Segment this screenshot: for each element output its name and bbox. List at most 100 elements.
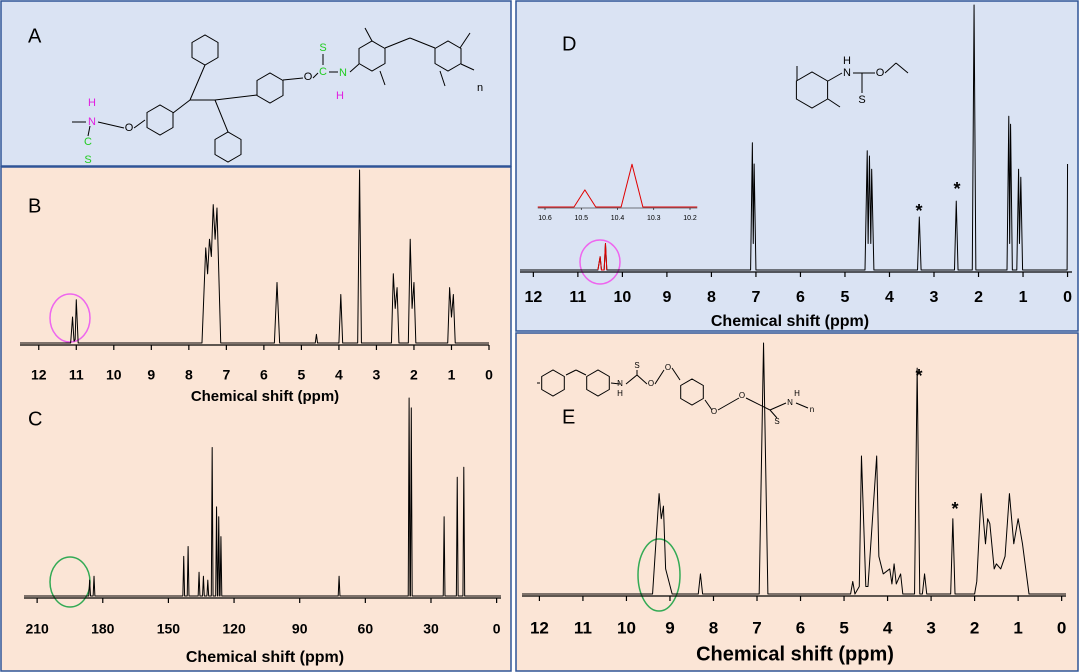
atom-label: N (339, 67, 347, 79)
x-tick-label: 150 (157, 621, 181, 637)
x-tick-label: 11 (69, 367, 84, 383)
x-tick-label: 4 (885, 289, 894, 306)
x-tick-label: 10.5 (574, 215, 588, 222)
structures (72, 27, 909, 419)
x-tick-label: 12 (524, 289, 542, 306)
atom-label: S (84, 154, 91, 166)
atom-label: n (477, 82, 483, 94)
x-tick-label: 7 (751, 289, 760, 306)
x-axis-label: Chemical shift (ppm) (191, 388, 339, 405)
panel-label: B (28, 195, 41, 217)
annotation: * (953, 179, 960, 199)
bond (379, 70, 386, 86)
bond (827, 72, 843, 82)
atom-label: O (876, 67, 885, 79)
x-tick-label: 1 (1013, 618, 1022, 637)
ring (680, 378, 704, 406)
atom-label: N (617, 379, 623, 388)
panel-label: A (28, 25, 42, 47)
atom-label: S (858, 94, 865, 106)
atom-label: N (787, 398, 793, 407)
bond (214, 94, 258, 101)
x-tick-label: 210 (25, 621, 49, 637)
x-tick-label: 30 (423, 621, 439, 637)
bond (282, 77, 304, 81)
atom-label: O (125, 122, 134, 134)
bond (460, 63, 475, 71)
bond (769, 402, 787, 411)
bond (717, 397, 740, 411)
atom-label: O (739, 391, 745, 400)
x-tick-label: 2 (970, 618, 979, 637)
x-tick-label: 12 (530, 618, 549, 637)
x-tick-label: 6 (796, 289, 805, 306)
atom-label: H (336, 90, 344, 102)
atom-label: H (794, 389, 800, 398)
x-axis-label: Chemical shift (ppm) (186, 649, 344, 666)
x-tick-label: 3 (930, 289, 939, 306)
x-axis-label: Chemical shift (ppm) (696, 643, 894, 665)
x-tick-label: 4 (335, 367, 343, 383)
x-tick-label: 10 (106, 367, 122, 383)
bond (769, 409, 778, 419)
bond (654, 369, 665, 385)
spectrum-line (24, 397, 501, 597)
x-tick-label: 6 (796, 618, 805, 637)
panel-label: E (562, 406, 575, 428)
panel-a-bg (0, 0, 512, 167)
bond (384, 37, 411, 49)
x-tick-label: 10.2 (683, 215, 697, 222)
x-tick-label: 10.4 (611, 215, 625, 222)
x-tick-label: 11 (569, 289, 586, 306)
spectrum-line (597, 243, 608, 271)
bond (459, 32, 471, 49)
ring (434, 40, 462, 72)
x-tick-label: 10.6 (538, 215, 552, 222)
panel-label: C (28, 408, 42, 430)
atom-label: N (88, 116, 96, 128)
x-tick-label: 10 (613, 289, 631, 306)
x-axis-label: Chemical shift (ppm) (711, 313, 869, 330)
x-tick-label: 1 (448, 367, 456, 383)
atom-label: H (88, 97, 96, 109)
x-tick-label: 2 (410, 367, 418, 383)
atom-label: O (665, 363, 671, 372)
bond (795, 402, 809, 409)
highlight-ellipse (49, 293, 91, 343)
atom-label: O (711, 407, 717, 416)
x-tick-label: 5 (298, 367, 306, 383)
bond (349, 63, 360, 73)
ring (358, 40, 386, 72)
bond (671, 367, 681, 381)
atom-label: H (617, 389, 623, 398)
x-tick-label: 10.3 (647, 215, 661, 222)
bond (895, 62, 909, 74)
bond (87, 125, 91, 137)
atom-label: S (634, 361, 639, 370)
ring (586, 369, 610, 397)
x-tick-label: 5 (841, 289, 850, 306)
x-tick-label: 0 (493, 621, 501, 637)
spectrum-line (520, 4, 1069, 271)
atom-label: S (319, 42, 326, 54)
bond (636, 374, 648, 385)
bond (214, 99, 229, 133)
bond (827, 98, 841, 108)
bond (133, 119, 146, 129)
panel-label: D (562, 33, 576, 55)
x-tick-label: 120 (222, 621, 246, 637)
spectrum-line (20, 169, 489, 344)
x-tick-label: 2 (974, 289, 983, 306)
x-tick-label: 180 (91, 621, 115, 637)
highlight-ellipse (637, 538, 681, 612)
bond (575, 369, 587, 376)
x-tick-label: 0 (1063, 289, 1072, 306)
atom-label: N (843, 67, 851, 79)
atom-label: C (319, 66, 327, 78)
bond (364, 27, 373, 42)
ring (541, 369, 565, 397)
x-tick-label: 0 (1057, 618, 1066, 637)
atom-label: O (304, 71, 313, 83)
x-tick-label: 90 (292, 621, 308, 637)
